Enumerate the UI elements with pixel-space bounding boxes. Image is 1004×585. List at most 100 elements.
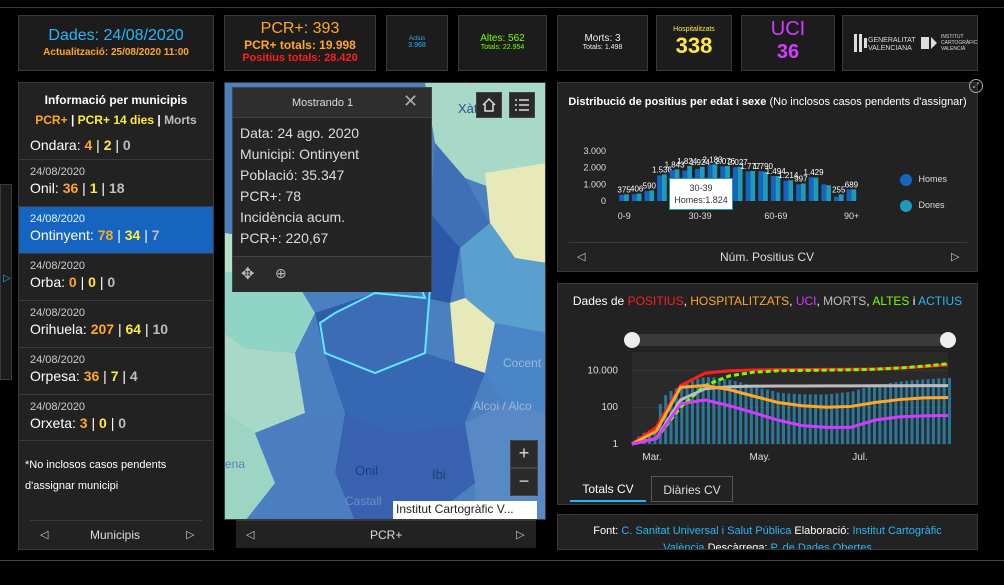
move-icon[interactable]: ✥ <box>241 266 255 283</box>
home-button[interactable] <box>476 92 502 118</box>
popup-line: Incidència acum. <box>240 209 346 225</box>
footer-elab-link[interactable]: Institut Cartogràfic <box>852 525 942 537</box>
list-item[interactable]: 24/08/2020 Orxeta: 3 | 0 | 0 <box>19 394 213 441</box>
sep: | <box>122 368 127 384</box>
range-slider-handle-left <box>624 332 640 348</box>
actius-bar <box>674 388 678 444</box>
hosp-value: 338 <box>675 33 713 58</box>
chevron-right-icon[interactable]: ▷ <box>186 529 195 541</box>
actius-bar <box>883 383 887 444</box>
x-tick-label: May. <box>750 452 771 463</box>
list-item[interactable]: 24/08/2020 Orpesa: 36 | 7 | 4 <box>19 347 213 394</box>
list-item[interactable]: 24/08/2020 Orba: 0 | 0 | 0 <box>19 253 213 300</box>
age-chart-title: Distribució de positius per edat i sexe … <box>558 93 977 112</box>
data-label: 689 <box>845 180 859 189</box>
list-item-date: 24/08/2020 <box>30 354 86 366</box>
municipi-name: Orihuela: <box>30 321 87 337</box>
age-bar-chart[interactable]: 3.000 2.000 1.000 0 375 406 590 1.5361.8431.824… <box>558 141 977 241</box>
map-label-cocent: Cocent <box>503 356 542 370</box>
actius-bar <box>653 428 657 444</box>
zoom-to-icon[interactable]: ⊕ <box>275 265 287 281</box>
zoom-in-button[interactable]: + <box>510 440 538 468</box>
bar-dones <box>788 180 794 201</box>
expand-icon[interactable]: ⤢ <box>969 79 983 93</box>
list-item-date: 24/08/2020 <box>30 260 86 272</box>
x-tick-label: 90+ <box>844 211 859 221</box>
tooltip-line2: Homes:1.824 <box>674 195 728 205</box>
data-label: 255 <box>832 185 846 194</box>
x-tick-label: 0-9 <box>618 211 631 221</box>
actius-bar <box>840 392 844 444</box>
municipi-name: Onil: <box>30 180 59 196</box>
footer-line2-link[interactable]: València <box>663 542 705 550</box>
footer-desc-link[interactable]: P. de Dades Obertes <box>770 542 872 550</box>
range-slider-handle-right <box>940 332 956 348</box>
tab-diaries-cv[interactable]: Diàries CV <box>651 476 733 502</box>
map-attribution[interactable]: Institut Cartogràfic V... <box>393 501 537 519</box>
actius-bar <box>808 394 812 444</box>
actius-bar <box>733 380 737 444</box>
list-item[interactable]: 24/08/2020 Orihuela: 207 | 64 | 10 <box>19 300 213 347</box>
list-item-values: Orxeta: 3 | 0 | 0 <box>30 415 203 431</box>
side-expand-tab[interactable]: ▷ <box>0 184 12 380</box>
list-button[interactable] <box>509 92 535 118</box>
tab-totals-cv[interactable]: Totals CV <box>570 476 646 502</box>
bar-dones <box>737 166 743 201</box>
home-icon <box>482 97 496 112</box>
municipi-morts: 0 <box>118 415 127 431</box>
bar-dones <box>813 177 819 201</box>
municipi-morts: 4 <box>129 368 138 384</box>
list-item-values: Orihuela: 207 | 64 | 10 <box>30 321 203 337</box>
altes-label: Altes: 562 <box>480 33 525 44</box>
bar-homes <box>834 196 839 201</box>
list-item[interactable]: 24/08/2020 Onil: 36 | 1 | 18 <box>19 159 213 206</box>
logo1-line1: GENERALITAT <box>868 37 916 44</box>
footer-panel: Font: C. Sanitat Universal i Salut Públi… <box>557 514 978 550</box>
footer-font-link[interactable]: C. Sanitat Universal i Salut Pública <box>621 525 792 537</box>
legend-homes-label: Homes <box>918 174 948 185</box>
close-icon[interactable]: ✕ <box>403 91 419 111</box>
list-item-selected[interactable]: 24/08/2020 Ontinyent: 78 | 34 | 7 <box>19 206 213 253</box>
bar-homes <box>846 189 852 201</box>
popup-header: Mostrando 1 ✕ <box>233 88 431 118</box>
actius-bar <box>749 385 753 444</box>
municipi-pcr: 207 <box>90 321 115 337</box>
title-part: , <box>789 294 796 308</box>
actius-bar <box>723 379 727 444</box>
legend-pcr: PCR+ <box>35 113 68 127</box>
chevron-right-icon[interactable]: ▷ <box>516 529 525 541</box>
list-item-first[interactable]: Ondara: 4 | 2 | 0 <box>30 137 131 153</box>
series-line <box>631 384 949 446</box>
list-item-values: Orpesa: 36 | 7 | 4 <box>30 368 203 384</box>
series-line <box>631 384 949 446</box>
bar-homes <box>732 167 738 201</box>
chevron-left-icon[interactable]: ◁ <box>577 251 586 263</box>
municipi-d14: 2 <box>103 137 112 153</box>
data-label: 2.027 <box>728 158 749 167</box>
actius-bar <box>948 377 951 444</box>
list-item-values: Ontinyent: 78 | 34 | 7 <box>30 227 203 243</box>
municipi-pcr: 36 <box>62 180 79 196</box>
actius-bar <box>680 386 684 444</box>
municipi-morts: 10 <box>152 321 169 337</box>
municipis-legend: PCR+ | PCR+ 14 dies | Morts <box>19 113 213 127</box>
data-label: 2.183 <box>702 155 723 164</box>
actius-bar <box>926 379 930 444</box>
bar-homes <box>631 194 637 201</box>
legend-dones-swatch <box>900 200 912 212</box>
municipi-pcr: 36 <box>83 368 100 384</box>
chevron-left-icon[interactable]: ◁ <box>40 529 49 541</box>
bar-homes <box>821 184 827 201</box>
chevron-right-icon[interactable]: ▷ <box>951 251 960 263</box>
data-label: 1.494 <box>766 167 787 176</box>
chevron-left-icon[interactable]: ◁ <box>246 529 255 541</box>
logo2-line3: VALENCIÀ <box>941 46 966 52</box>
popup-line: Població: 35.347 <box>240 167 345 183</box>
icv-logo-icon <box>921 37 937 49</box>
bar-dones <box>826 185 831 201</box>
zoom-out-button[interactable]: − <box>510 468 538 496</box>
note-line2: d'assignar municipi <box>25 480 119 492</box>
morts-box: Morts: 3 Totals: 1.498 <box>557 15 648 71</box>
timeseries-chart[interactable]: 10.000 100 1 Mar. May. Jul. <box>558 324 977 499</box>
legend-homes-swatch <box>900 174 912 186</box>
